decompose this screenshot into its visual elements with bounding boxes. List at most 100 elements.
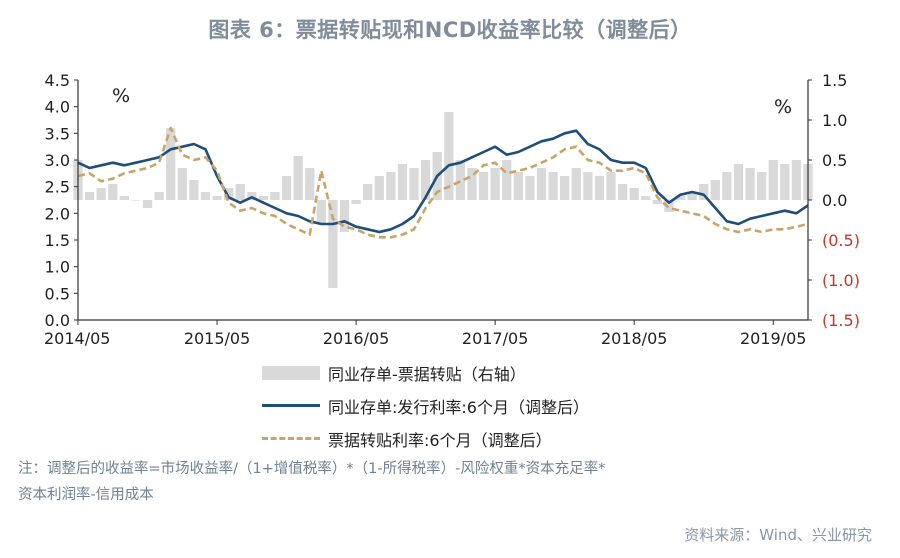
spread-bar bbox=[328, 200, 338, 288]
spread-bar bbox=[583, 172, 593, 200]
spread-bar bbox=[131, 200, 141, 201]
right-axis-ticks: (1.5) (1.0) (0.5) 0.0 0.5 1.0 1.5 bbox=[808, 71, 860, 330]
left-tick-label: 4.0 bbox=[45, 98, 70, 117]
left-axis-ticks: 0.0 0.5 1.0 1.5 2.0 2.5 3.0 3.5 4.0 4.5 bbox=[45, 71, 78, 330]
spread-bar bbox=[594, 176, 605, 200]
legend-item-bill: 票据转贴利率:6个月（调整后） bbox=[262, 422, 722, 455]
spread-bar bbox=[270, 192, 280, 200]
left-tick-label: 4.5 bbox=[45, 71, 70, 90]
legend-label: 同业存单-票据转贴（右轴） bbox=[328, 364, 526, 384]
legend-label: 票据转贴利率:6个月（调整后） bbox=[328, 430, 552, 450]
spread-bar bbox=[768, 160, 778, 200]
spread-bar bbox=[189, 180, 199, 200]
right-unit-label: % bbox=[774, 96, 792, 118]
spread-bar bbox=[617, 184, 628, 200]
bill-rate-line bbox=[77, 126, 809, 239]
right-tick-label: 1.0 bbox=[822, 111, 847, 130]
spread-bar bbox=[560, 176, 570, 200]
legend-item-ncd: 同业存单:发行利率:6个月（调整后） bbox=[262, 389, 722, 422]
spread-bar bbox=[108, 184, 118, 200]
ncd-rate-line bbox=[77, 129, 809, 234]
spread-bar bbox=[420, 160, 431, 200]
left-tick-label: 0.0 bbox=[45, 311, 70, 330]
spread-bar bbox=[397, 164, 408, 200]
spread-bar bbox=[652, 200, 662, 204]
right-tick-label: 0.5 bbox=[822, 151, 847, 170]
spread-bar bbox=[258, 196, 269, 200]
spread-bar bbox=[490, 168, 500, 200]
right-tick-label: 0.0 bbox=[822, 191, 847, 210]
spread-bar bbox=[664, 200, 674, 212]
left-tick-label: 0.5 bbox=[45, 284, 70, 303]
rate-lines bbox=[77, 126, 809, 239]
spread-bar bbox=[525, 176, 535, 200]
spread-bar bbox=[119, 196, 129, 200]
spread-bar bbox=[305, 168, 315, 200]
footnote-line: 资本利润率-信用成本 bbox=[18, 487, 154, 503]
spread-bar bbox=[687, 192, 697, 200]
right-tick-label: (1.5) bbox=[822, 311, 860, 330]
x-tick-label: 2015/05 bbox=[184, 329, 250, 348]
spread-bar bbox=[281, 176, 292, 200]
legend-swatch-bar bbox=[262, 365, 320, 380]
left-tick-label: 2.0 bbox=[45, 204, 70, 223]
left-unit-label: % bbox=[112, 85, 130, 107]
left-tick-label: 1.5 bbox=[45, 231, 70, 250]
left-tick-label: 3.0 bbox=[45, 151, 70, 170]
spread-bar bbox=[571, 168, 581, 200]
footnote-line: 注：调整后的收益率=市场收益率/（1+增值税率）*（1-所得税率）-风险权重*资… bbox=[18, 461, 606, 477]
spread-bar bbox=[710, 180, 720, 200]
spread-bar bbox=[444, 112, 454, 200]
spread-bars bbox=[73, 112, 813, 288]
legend-swatch-solid bbox=[262, 404, 320, 407]
left-tick-label: 1.0 bbox=[45, 258, 70, 277]
spread-bar bbox=[536, 168, 547, 200]
legend: 同业存单-票据转贴（右轴） 同业存单:发行利率:6个月（调整后） 票据转贴利率:… bbox=[262, 356, 722, 455]
left-tick-label: 2.5 bbox=[45, 178, 70, 197]
spread-bar bbox=[212, 196, 222, 200]
spread-bar bbox=[386, 172, 396, 200]
spread-bar bbox=[363, 184, 373, 200]
spread-bar bbox=[351, 200, 361, 204]
right-tick-label: (0.5) bbox=[822, 231, 860, 250]
spread-bar bbox=[502, 160, 512, 200]
spread-bar bbox=[548, 172, 558, 200]
spread-bar bbox=[478, 172, 489, 200]
spread-bar bbox=[733, 164, 744, 200]
spread-bar bbox=[96, 188, 106, 200]
spread-bar bbox=[641, 196, 651, 200]
chart-title: 图表 6：票据转贴现和NCD收益率比较（调整后） bbox=[208, 18, 692, 42]
x-axis-ticks: 2014/05 2015/05 2016/05 2017/05 2018/05 2019/… bbox=[44, 320, 806, 348]
spread-bar bbox=[467, 168, 477, 200]
spread-bar bbox=[629, 188, 639, 200]
spread-bar bbox=[780, 164, 790, 200]
spread-bar bbox=[293, 156, 303, 200]
spread-bar bbox=[455, 160, 466, 200]
spread-bar bbox=[513, 172, 523, 200]
spread-bar bbox=[84, 192, 95, 200]
spread-bar bbox=[745, 168, 755, 200]
x-tick-label: 2014/05 bbox=[44, 329, 110, 348]
legend-label: 同业存单:发行利率:6个月（调整后） bbox=[328, 397, 589, 417]
x-tick-label: 2019/05 bbox=[740, 329, 806, 348]
spread-bar bbox=[235, 184, 245, 200]
spread-bar bbox=[757, 172, 767, 200]
left-tick-label: 3.5 bbox=[45, 124, 70, 143]
x-tick-label: 2018/05 bbox=[601, 329, 667, 348]
spread-bar bbox=[374, 176, 384, 200]
source-note: 资料来源：Wind、兴业研究 bbox=[684, 526, 872, 544]
spread-bar bbox=[142, 200, 153, 208]
spread-bar bbox=[699, 184, 709, 200]
footnote: 注：调整后的收益率=市场收益率/（1+增值税率）*（1-所得税率）-风险权重*资… bbox=[18, 456, 878, 508]
legend-swatch-dashed bbox=[262, 437, 320, 440]
spread-bar bbox=[316, 200, 326, 224]
spread-bar bbox=[606, 172, 616, 200]
spread-bar bbox=[675, 196, 686, 200]
spread-bar bbox=[722, 172, 732, 200]
spread-bar bbox=[154, 192, 164, 200]
spread-bar bbox=[339, 200, 350, 232]
axes bbox=[77, 80, 809, 321]
x-tick-label: 2017/05 bbox=[462, 329, 528, 348]
x-tick-label: 2016/05 bbox=[323, 329, 389, 348]
spread-bar bbox=[200, 192, 211, 200]
